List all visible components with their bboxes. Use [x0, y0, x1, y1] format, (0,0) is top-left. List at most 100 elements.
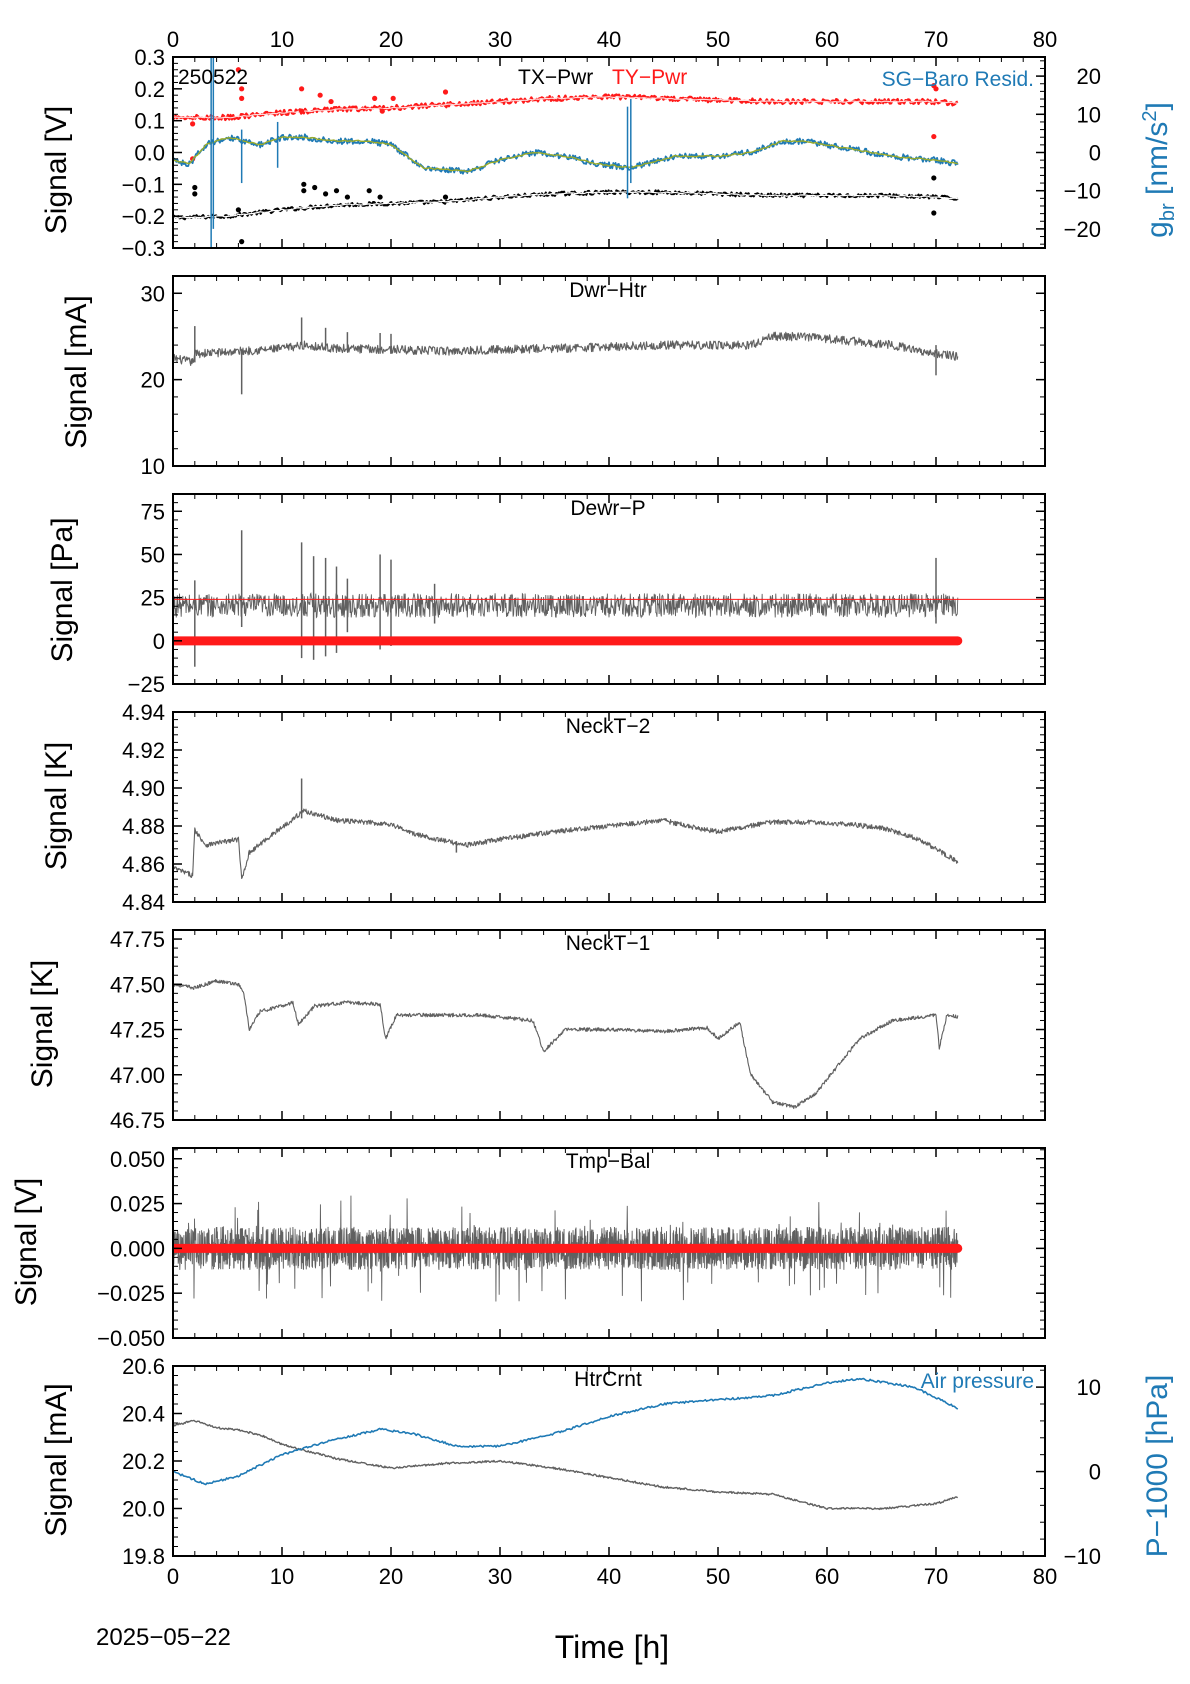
- y2label-air-pressure: P−1000 [hPa]: [1141, 1375, 1174, 1558]
- plot-area-htr: [173, 1377, 959, 1511]
- ty-outlier-2: [235, 67, 241, 73]
- ylabel-pwr: Signal [V]: [40, 106, 73, 234]
- xtick-label-bottom-4: 40: [597, 1564, 621, 1589]
- ytick-label-pwr-4: 0.1: [134, 109, 165, 134]
- ytick-label-neck1-4: 47.75: [110, 927, 165, 952]
- y2tick-label-htr-2: 10: [1077, 1375, 1101, 1400]
- panel-dwr: 10 20 30: [141, 275, 1046, 479]
- xtick-label-top-8: 80: [1033, 27, 1057, 52]
- series-dwr-htr: [173, 331, 959, 366]
- panel-title-tmp-bal: Tmp−Bal: [566, 1150, 651, 1173]
- ylabel-tmp: Signal [V]: [10, 1178, 43, 1306]
- ytick-label-tmp-0: −0.050: [97, 1326, 165, 1351]
- ytick-label-tmp-1: −0.025: [97, 1281, 165, 1306]
- ytick-label-dwr-0: 10: [141, 454, 165, 479]
- xtick-label-bottom-7: 70: [924, 1564, 948, 1589]
- frame-dwr: [172, 275, 1046, 467]
- panels-group: −0.3 −0.2 −0.1 0.0 0.1 0.2 0.3 −20 −10 0 10 20 0 10 20…: [97, 27, 1101, 1589]
- tx-outlier-4: [301, 181, 307, 187]
- ytick-label-pwr-1: −0.2: [122, 204, 165, 229]
- tx-outlier-12: [442, 194, 449, 200]
- panel-title-ty-pwr: TY−Pwr: [612, 66, 687, 89]
- frame-dewr: [172, 493, 1046, 685]
- ty-outlier-8: [328, 98, 334, 105]
- panel-title-dwr-htr: Dwr−Htr: [569, 279, 647, 302]
- ytick-label-tmp-4: 0.050: [110, 1147, 165, 1172]
- xtick-label-top-7: 70: [924, 27, 948, 52]
- series-sg-baro-smooth: [173, 135, 958, 173]
- ylabel-dewr: Signal [Pa]: [46, 517, 79, 662]
- ty-outlier-3: [239, 86, 245, 92]
- xtick-label-bottom-8: 80: [1033, 1564, 1057, 1589]
- ytick-label-dewr-3: 50: [141, 542, 165, 567]
- series-sg-baro: [173, 133, 959, 175]
- ytick-label-dewr-0: −25: [128, 672, 165, 697]
- tx-outlier-0: [192, 191, 198, 197]
- series-air-pressure: [173, 1377, 959, 1486]
- ytick-label-pwr-5: 0.2: [134, 77, 165, 102]
- xtick-label-top-2: 20: [379, 27, 403, 52]
- ytick-label-dewr-1: 0: [153, 629, 165, 654]
- ytick-label-neck2-2: 4.88: [122, 814, 165, 839]
- panel-title-htrcrnt: HtrCrnt: [574, 1368, 642, 1391]
- xtick-label-bottom-5: 50: [706, 1564, 730, 1589]
- ytick-label-neck1-0: 46.75: [110, 1108, 165, 1133]
- panel-tag-250522: 250522: [178, 66, 248, 89]
- ty-outlier-11: [390, 95, 396, 101]
- ytick-label-pwr-3: 0.0: [134, 141, 165, 166]
- ytick-label-dewr-4: 75: [141, 499, 165, 524]
- ty-outlier-10: [379, 108, 385, 114]
- panel-title-dewr-p: Dewr−P: [570, 497, 645, 520]
- series-tx-pwr: [173, 189, 959, 221]
- y2tick-label-htr-1: 0: [1089, 1460, 1101, 1485]
- ylabel-neck1: Signal [K]: [26, 960, 59, 1088]
- plot-area-tmp: [173, 1195, 963, 1302]
- tx-outlier-7: [323, 191, 329, 197]
- panel-neck1: 46.75 47.00 47.25 47.50 47.75: [110, 927, 1046, 1133]
- y2tick-label-htr-0: −10: [1064, 1544, 1101, 1569]
- frame-neck1: [172, 929, 1046, 1121]
- tx-outlier-11: [377, 194, 383, 200]
- panel-tmp: −0.050 −0.025 0.000 0.025 0.050: [97, 1147, 1046, 1351]
- y2tick-label-pwr-2: 0: [1089, 141, 1101, 166]
- ytick-label-neck2-5: 4.94: [122, 700, 165, 725]
- tx-outlier-13: [931, 210, 937, 216]
- ty-outlier-0: [190, 121, 196, 127]
- tx-outlier-3: [239, 239, 245, 245]
- series-neckt-1: [173, 979, 959, 1110]
- tx-outlier-1: [192, 184, 198, 191]
- ytick-label-neck2-1: 4.86: [122, 852, 165, 877]
- ytick-label-neck2-4: 4.92: [122, 738, 165, 763]
- ytick-label-pwr-6: 0.3: [134, 45, 165, 70]
- panel-title-tx-pwr: TX−Pwr: [518, 66, 593, 89]
- y2label-gbr: gbr [nm/s2]: [1139, 102, 1179, 238]
- x-axis-label: Time [h]: [555, 1629, 669, 1665]
- ytick-label-dwr-1: 20: [141, 368, 165, 393]
- panel-label-sg-baro: SG−Baro Resid.: [882, 68, 1034, 91]
- ytick-label-htr-1: 20.0: [122, 1497, 165, 1522]
- ty-outlier-4: [239, 95, 245, 101]
- y2tick-label-pwr-4: 20: [1077, 64, 1101, 89]
- xtick-label-bottom-1: 10: [270, 1564, 294, 1589]
- xtick-label-bottom-2: 20: [379, 1564, 403, 1589]
- ytick-label-htr-4: 20.6: [122, 1354, 165, 1379]
- ytick-label-pwr-2: −0.1: [122, 172, 165, 197]
- ytick-label-tmp-3: 0.025: [110, 1192, 165, 1217]
- tx-outlier-8: [333, 188, 340, 194]
- xtick-label-top-1: 10: [270, 27, 294, 52]
- ytick-label-dewr-2: 25: [141, 586, 165, 611]
- tx-outlier-14: [931, 175, 937, 181]
- series-neckt-2: [173, 808, 959, 879]
- plot-area-pwr: [173, 57, 959, 248]
- ytick-label-neck1-2: 47.25: [110, 1018, 165, 1043]
- series-ty-pwr: [173, 93, 959, 122]
- ylabel-dwr: Signal [mA]: [60, 295, 93, 448]
- ty-outlier-7: [317, 92, 323, 98]
- ytick-label-htr-0: 19.8: [122, 1544, 165, 1569]
- panel-dewr: −25 0 25 50 75: [128, 493, 1046, 697]
- ytick-label-neck1-1: 47.00: [110, 1063, 165, 1088]
- ty-outlier-12: [442, 89, 449, 95]
- series-tx-pwr-smooth: [173, 191, 958, 219]
- panel-pwr: −0.3 −0.2 −0.1 0.0 0.1 0.2 0.3 −20 −10 0 10 20 0 10 20…: [122, 27, 1101, 261]
- ytick-label-htr-2: 20.2: [122, 1449, 165, 1474]
